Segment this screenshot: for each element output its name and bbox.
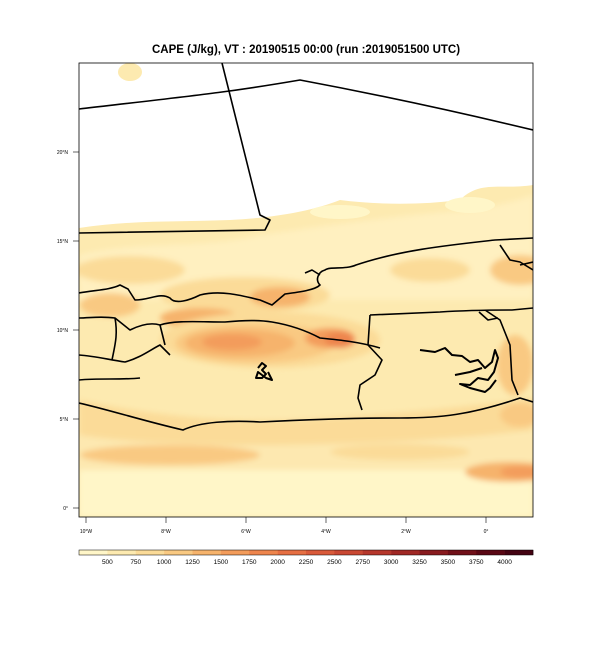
lon-label: 6°W [241,529,251,535]
cape-field [79,63,533,517]
colorbar-swatch [306,550,335,555]
colorbar-swatch [447,550,477,555]
colorbar-swatch [362,550,392,555]
colorbar-label: 1000 [157,559,172,566]
lat-label: 10°N [57,328,69,334]
colorbar-swatch [249,550,278,555]
colorbar-label: 2250 [299,559,314,566]
lat-label: 5°N [60,417,69,423]
colorbar-swatch [164,550,193,555]
colorbar-swatch [192,550,222,555]
colorbar-swatch [220,550,250,555]
colorbar-label: 3750 [469,559,484,566]
lon-label: 10°W [80,529,93,535]
lon-label: 4°W [321,529,331,535]
lon-label: 0° [484,529,489,535]
colorbar-label: 3250 [412,559,427,566]
cape-contours [79,195,533,517]
colorbar-label: 2750 [356,559,371,566]
lat-label: 20°N [57,150,69,156]
colorbar-label: 750 [130,559,141,566]
colorbar-label: 4000 [497,559,512,566]
colorbar-swatch [79,550,108,555]
colorbar-swatch [334,550,364,555]
lat-tick-marks [73,151,79,509]
colorbar-label: 1250 [185,559,200,566]
colorbar-swatch [391,550,420,555]
plot-frame [78,62,534,518]
colorbar-swatch [135,550,165,555]
colorbar-swatch [419,550,449,555]
colorbar-label: 1500 [214,559,229,566]
colorbar-swatch [504,550,534,555]
map-title: CAPE (J/kg), VT : 20190515 00:00 (run :2… [151,44,461,56]
colorbar-label: 500 [102,559,113,566]
lon-label: 2°W [401,529,411,535]
lon-label: 8°W [161,529,171,535]
lat-label: 15°N [57,239,69,245]
lat-label: 0° [63,506,68,512]
lon-tick-marks [85,517,487,523]
colorbar-labels: 500 750 1000 1250 1500 1750 2000 2250 25… [102,559,512,566]
colorbar-swatch [107,550,137,555]
colorbar-label: 1750 [242,559,257,566]
colorbar-label: 2000 [270,559,285,566]
colorbar-swatch [277,550,307,555]
lakes [255,347,499,393]
colorbar [78,549,534,556]
colorbar-label: 3500 [441,559,456,566]
colorbar-label: 3000 [384,559,399,566]
colorbar-frame [78,549,534,556]
colorbar-swatch [476,550,505,555]
colorbar-label: 2500 [327,559,342,566]
country-borders [79,63,533,431]
